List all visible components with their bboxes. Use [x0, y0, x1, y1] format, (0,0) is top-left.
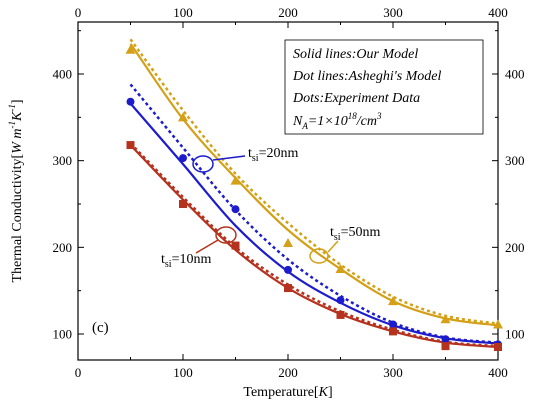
- experiment-point-t50: [178, 112, 188, 122]
- series-lines: [129, 38, 499, 349]
- top-tick-label: 200: [278, 5, 298, 20]
- annotation-t50-pointer: [327, 240, 339, 253]
- experiment-point-t10: [231, 241, 240, 250]
- x-tick-label: 200: [278, 365, 298, 380]
- y-tick-label: 400: [53, 67, 73, 82]
- annotation-t10-pointer: [195, 239, 219, 254]
- bottom-axis-ticks: 0 100 200 300 400: [75, 354, 508, 380]
- experiment-point-t10: [336, 310, 345, 319]
- y-axis-title: Thermal Conductivity[W m-1K-1]: [7, 100, 25, 283]
- experiment-point-t50: [388, 296, 398, 306]
- annotation-t50: tsi=50nm: [309, 225, 380, 264]
- experiment-point-t10: [441, 342, 450, 351]
- experiment-point-t10: [179, 200, 187, 208]
- experiment-point-t50: [335, 264, 346, 273]
- asheghi-model-line-t50: [129, 38, 499, 325]
- x-axis-title: Temperature[K]: [243, 385, 332, 400]
- experiment-point-t20: [284, 265, 292, 274]
- left-axis-ticks: 100 200 300 400: [53, 30, 84, 342]
- experiment-point-t10: [284, 284, 292, 293]
- right-axis-ticks: 100 200 300 400: [492, 30, 525, 342]
- right-tick-label: 400: [505, 67, 525, 82]
- experiment-point-t20: [441, 335, 450, 344]
- experiment-point-t20: [179, 154, 187, 163]
- experiment-point-t50: [230, 175, 241, 185]
- legend-line-3: Dots:Experiment Data: [292, 91, 420, 106]
- experiment-point-t50: [125, 44, 136, 54]
- annotation-t20-label: tsi=20nm: [248, 146, 298, 164]
- legend-line-4: NA=1×1018/cm3: [292, 111, 382, 131]
- annotation-t20-pointer: [212, 155, 246, 161]
- annotation-t50-label: tsi=50nm: [330, 225, 380, 243]
- annotation-t10-ellipse: [215, 226, 237, 244]
- legend-frame: [284, 39, 484, 135]
- top-tick-label: 300: [383, 5, 403, 20]
- top-tick-label: 0: [75, 5, 82, 20]
- x-tick-label: 300: [383, 365, 403, 380]
- annotation-t10: tsi=10nm: [161, 226, 237, 270]
- series-markers: [125, 44, 503, 351]
- experiment-point-t10: [389, 327, 397, 336]
- experiment-point-t20: [231, 205, 240, 214]
- experiment-point-t50: [493, 319, 503, 329]
- annotation-t20-ellipse: [192, 155, 214, 173]
- annotation-t50-ellipse: [309, 248, 329, 264]
- experiment-point-t50: [440, 314, 451, 324]
- annotation-t10-label: tsi=10nm: [161, 252, 211, 270]
- our-model-line-t20: [129, 102, 499, 345]
- experiment-point-t20: [389, 320, 397, 329]
- legend-line-2: Dot lines:Asheghi's Model: [292, 69, 442, 84]
- panel-label: (c): [92, 320, 109, 336]
- legend-line-1: Solid lines:Our Model: [293, 47, 418, 62]
- right-tick-label: 100: [505, 327, 525, 342]
- y-tick-label: 300: [53, 153, 73, 168]
- x-tick-label: 0: [75, 365, 82, 380]
- experiment-point-t10: [494, 343, 502, 351]
- experiment-point-t20: [336, 296, 345, 305]
- top-tick-label: 100: [173, 5, 193, 20]
- right-tick-label: 300: [505, 153, 525, 168]
- legend-box: Solid lines:Our Model Dot lines:Asheghi'…: [284, 39, 484, 135]
- asheghi-model-line-t20: [129, 83, 499, 344]
- asheghi-model-line-t10: [129, 142, 499, 348]
- annotation-t20: tsi=20nm: [192, 146, 298, 173]
- top-tick-label: 400: [488, 5, 508, 20]
- experiment-point-t20: [126, 97, 135, 106]
- experiment-point-t50: [283, 238, 293, 247]
- experiment-point-t10: [126, 141, 135, 150]
- top-axis-ticks: 0 100 200 300 400: [75, 5, 508, 28]
- right-tick-label: 200: [505, 240, 525, 255]
- y-tick-label: 100: [53, 327, 73, 342]
- y-tick-label: 200: [53, 240, 73, 255]
- x-tick-label: 400: [488, 365, 508, 380]
- x-tick-label: 100: [173, 365, 193, 380]
